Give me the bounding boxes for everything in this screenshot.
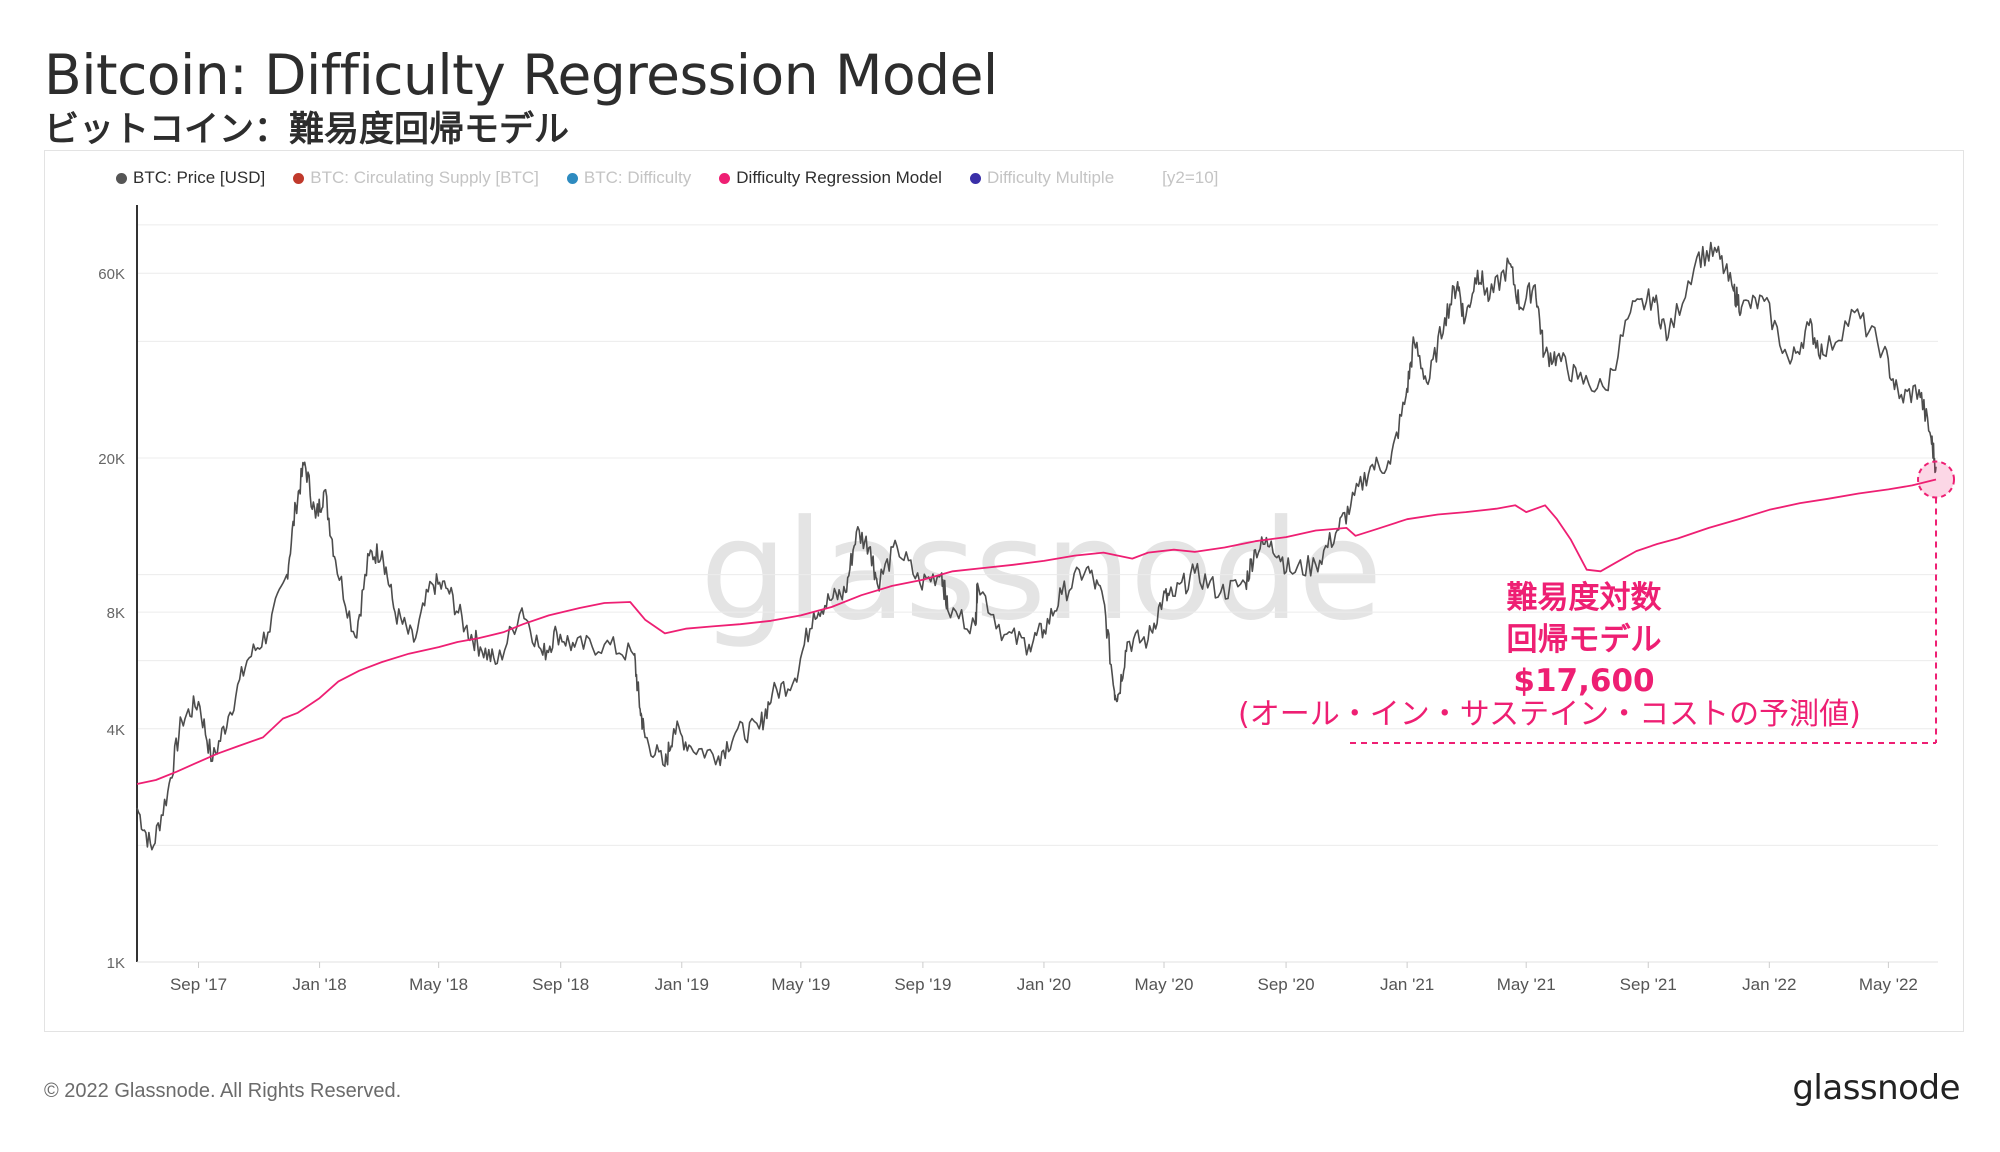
x-tick-label: May '20 — [1135, 975, 1194, 994]
legend-item[interactable]: BTC: Price [USD] — [116, 168, 265, 188]
highlight-circle — [1917, 460, 1956, 499]
legend-dot-icon — [719, 172, 731, 184]
y-tick-label: 60K — [98, 266, 125, 283]
annotation-line2: 回帰モデル — [1506, 622, 1662, 658]
x-tick-label: Jan '19 — [655, 975, 709, 994]
x-tick-label: Jan '18 — [292, 975, 346, 994]
legend-dot-icon — [293, 172, 305, 184]
legend-label: Difficulty Regression Model — [736, 168, 942, 187]
x-tick-label: May '22 — [1859, 975, 1918, 994]
chart-subtitle: ビットコイン：難易度回帰モデル — [44, 110, 570, 150]
y-tick-label: 1K — [107, 955, 125, 972]
x-tick-label: Jan '21 — [1380, 975, 1434, 994]
legend-item[interactable]: BTC: Difficulty — [566, 168, 692, 188]
y-tick-label: 4K — [107, 722, 125, 739]
legend-dot-icon — [566, 172, 578, 184]
x-tick-label: Sep '19 — [894, 975, 951, 994]
x-tick-label: Jan '20 — [1017, 975, 1071, 994]
annotation-line1: 難易度対数 — [1506, 580, 1662, 616]
x-tick-label: Jan '22 — [1742, 975, 1796, 994]
legend-item[interactable]: BTC: Circulating Supply [BTC] — [293, 168, 539, 188]
price-series-line — [136, 241, 1937, 851]
legend-dot-icon — [116, 172, 127, 184]
model-series-line — [136, 478, 1937, 785]
glassnode-logo[interactable]: glassnode — [1792, 1068, 1960, 1108]
legend-item[interactable]: Difficulty Multiple — [969, 168, 1115, 188]
legend-dot-icon — [969, 172, 981, 184]
legend-label: BTC: Difficulty — [583, 168, 692, 187]
x-tick-label: Sep '20 — [1257, 975, 1314, 994]
x-tick-label: Sep '21 — [1620, 975, 1677, 994]
x-tick-label: May '18 — [409, 975, 468, 994]
x-tick-label: Sep '18 — [532, 975, 589, 994]
legend-item[interactable]: Difficulty Regression Model — [719, 168, 942, 188]
y-tick-label: 20K — [98, 451, 125, 468]
annotation-note: (オール・イン・サステイン・コストの予測値) — [1238, 697, 1861, 732]
legend-label: BTC: Circulating Supply [BTC] — [310, 168, 539, 187]
copyright-text: © 2022 Glassnode. All Rights Reserved. — [44, 1080, 402, 1102]
chart-container — [44, 150, 1964, 1032]
annotation-value: $17,600 — [1513, 663, 1655, 699]
legend-label: BTC: Price [USD] — [133, 168, 266, 187]
y-tick-label: 8K — [107, 605, 125, 622]
legend-label: Difficulty Multiple — [986, 168, 1115, 187]
x-tick-label: May '19 — [771, 975, 830, 994]
x-tick-label: May '21 — [1497, 975, 1556, 994]
chart-legend: BTC: Price [USD] BTC: Circulating Supply … — [116, 166, 1218, 190]
legend-y2-label: [y2=10] — [1162, 168, 1219, 187]
chart-title: Bitcoin: Difficulty Regression Model — [44, 43, 998, 107]
x-tick-label: Sep '17 — [170, 975, 227, 994]
